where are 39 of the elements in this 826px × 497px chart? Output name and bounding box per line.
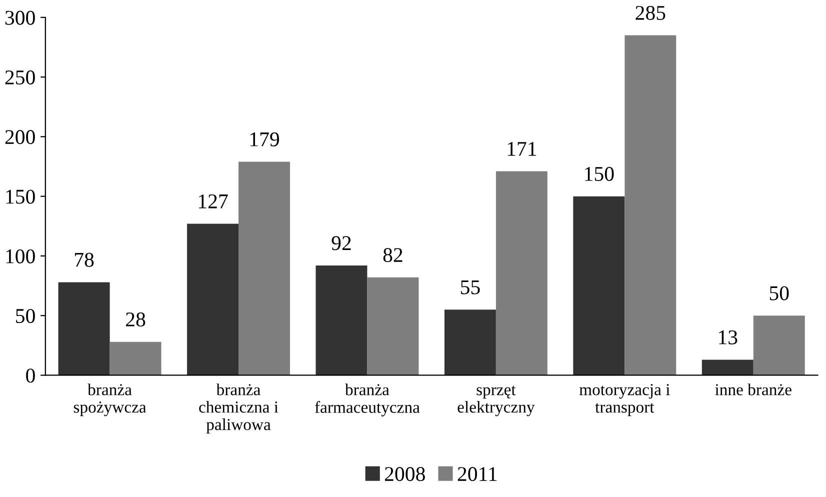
data-label: 179 <box>250 132 280 146</box>
bar <box>444 310 496 376</box>
data-label: 82 <box>383 248 402 262</box>
legend-label: 2011 <box>458 467 497 482</box>
bar <box>702 360 754 376</box>
bar <box>316 265 368 376</box>
y-tick-label: 200 <box>5 130 35 144</box>
data-label: 50 <box>770 286 789 300</box>
data-label: 285 <box>636 6 666 20</box>
data-label: 92 <box>332 236 351 250</box>
data-label: 78 <box>75 252 94 267</box>
x-tick-label: inne branże <box>715 384 792 396</box>
y-tick-label: 150 <box>6 190 35 204</box>
x-tick-label: sprzęt elektryczny <box>458 386 535 416</box>
x-tick-label: branża chemiczna i paliwowa <box>199 384 278 434</box>
data-label: 171 <box>508 142 536 156</box>
data-label: 28 <box>126 312 146 326</box>
legend-label: 2008 <box>384 467 425 482</box>
bar <box>573 196 625 376</box>
data-label: 13 <box>719 330 738 344</box>
data-label: 127 <box>198 194 228 208</box>
bar <box>496 171 548 376</box>
bar <box>187 224 239 376</box>
bar <box>753 316 805 376</box>
y-tick-label: 0 <box>26 368 35 383</box>
bar <box>58 282 110 376</box>
y-tick-label: 100 <box>6 249 35 264</box>
data-label: 150 <box>585 166 614 181</box>
y-tick-label: 300 <box>5 10 35 25</box>
y-tick-label: 50 <box>16 308 35 324</box>
data-label: 55 <box>460 280 480 294</box>
bar <box>110 342 162 376</box>
bar <box>624 35 676 376</box>
bar <box>367 277 419 376</box>
x-tick-label: branża spożywcza <box>74 384 146 416</box>
x-tick-label: branża farmaceutyczna <box>315 384 420 416</box>
y-tick-label: 250 <box>5 70 35 84</box>
bar <box>238 162 290 376</box>
x-tick-label: motoryzacja i transport <box>579 384 670 416</box>
